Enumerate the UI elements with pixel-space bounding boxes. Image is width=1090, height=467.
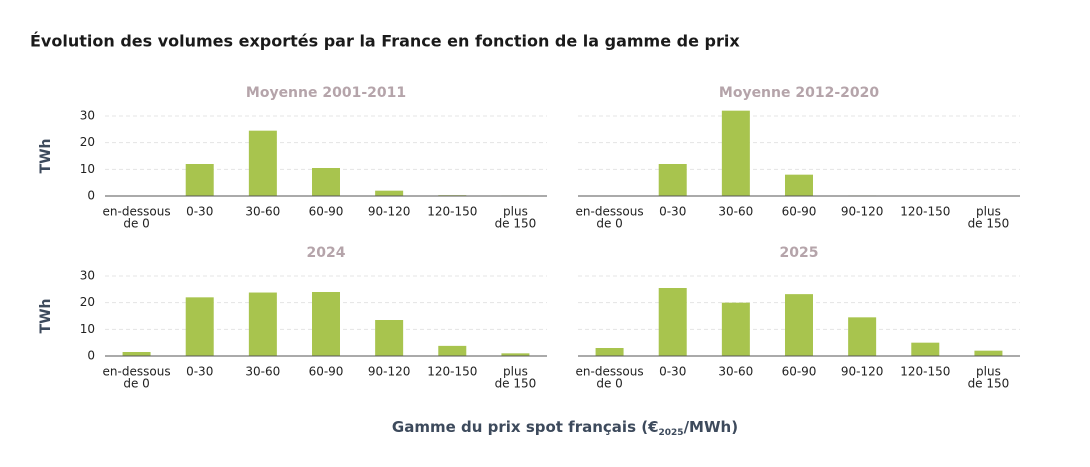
- y-axis-label: TWh: [38, 299, 54, 334]
- x-axis-label-suffix: /MWh): [684, 418, 739, 436]
- bar: [785, 294, 813, 356]
- x-tick-label: 60-90: [782, 205, 817, 219]
- y-tick-label: 20: [80, 295, 95, 309]
- y-axis-label: TWh: [38, 139, 54, 174]
- bar: [438, 345, 467, 356]
- y-tick-label: 20: [80, 135, 95, 149]
- x-tick-label: 30-60: [718, 205, 753, 219]
- x-tick-label: de 0: [596, 217, 622, 231]
- x-tick-label: 90-120: [841, 365, 884, 379]
- x-tick-label: plus: [503, 365, 528, 379]
- y-tick-label: 10: [80, 322, 95, 336]
- x-tick-label: plus: [976, 365, 1001, 379]
- y-tick-label: 0: [87, 349, 95, 363]
- bar: [122, 352, 151, 356]
- chart-title: Évolution des volumes exportés par la Fr…: [30, 32, 740, 51]
- x-tick-label: de 0: [596, 377, 622, 391]
- bar: [375, 320, 404, 356]
- x-tick-label: 90-120: [841, 205, 884, 219]
- x-tick-label: 120-150: [900, 365, 950, 379]
- x-tick-label: 120-150: [900, 205, 950, 219]
- x-tick-label: 30-60: [245, 365, 280, 379]
- y-tick-label: 30: [80, 269, 95, 283]
- x-tick-label: de 150: [495, 377, 537, 391]
- y-tick-label: 0: [87, 189, 95, 203]
- panel-title: 2025: [780, 245, 819, 261]
- bar: [375, 190, 404, 196]
- x-tick-label: 120-150: [427, 365, 477, 379]
- bar: [785, 174, 813, 196]
- panel-title: Moyenne 2001-2011: [246, 85, 406, 101]
- y-tick-label: 10: [80, 162, 95, 176]
- bar: [848, 317, 877, 356]
- x-tick-label: 60-90: [782, 365, 817, 379]
- bar: [974, 350, 1003, 356]
- x-tick-label: en-dessous: [103, 365, 171, 379]
- x-tick-label: 60-90: [309, 205, 344, 219]
- x-tick-label: plus: [503, 205, 528, 219]
- x-tick-label: 30-60: [245, 205, 280, 219]
- x-tick-label: 90-120: [368, 205, 411, 219]
- x-axis-label: Gamme du prix spot français (€2025/MWh): [392, 418, 738, 438]
- bar: [248, 130, 277, 196]
- x-tick-label: de 150: [495, 217, 537, 231]
- x-tick-label: 90-120: [368, 365, 411, 379]
- bar: [595, 348, 624, 356]
- bar: [658, 164, 687, 196]
- bar: [312, 292, 340, 356]
- panel-title: Moyenne 2012-2020: [719, 85, 879, 101]
- bar: [185, 164, 214, 196]
- x-tick-label: de 0: [123, 377, 149, 391]
- bar: [312, 168, 340, 196]
- x-tick-label: de 150: [968, 217, 1010, 231]
- bar: [658, 288, 687, 356]
- x-tick-label: 60-90: [309, 365, 344, 379]
- x-tick-label: de 0: [123, 217, 149, 231]
- x-tick-label: 30-60: [718, 365, 753, 379]
- bar: [721, 110, 750, 196]
- x-axis-label-text: Gamme du prix spot français (€: [392, 418, 659, 436]
- x-tick-label: 0-30: [659, 205, 686, 219]
- x-tick-label: 120-150: [427, 205, 477, 219]
- x-tick-label: 0-30: [659, 365, 686, 379]
- x-tick-label: plus: [976, 205, 1001, 219]
- bar: [185, 297, 214, 356]
- x-tick-label: 0-30: [186, 205, 213, 219]
- bar: [911, 342, 940, 356]
- x-tick-label: en-dessous: [576, 365, 644, 379]
- x-tick-label: en-dessous: [103, 205, 171, 219]
- x-axis-label-subscript: 2025: [659, 428, 684, 438]
- x-tick-label: de 150: [968, 377, 1010, 391]
- x-tick-label: 0-30: [186, 365, 213, 379]
- bar: [721, 302, 750, 356]
- y-tick-label: 30: [80, 109, 95, 123]
- x-tick-label: en-dessous: [576, 205, 644, 219]
- bar: [248, 292, 277, 356]
- bar: [501, 353, 530, 356]
- panel-title: 2024: [307, 245, 346, 261]
